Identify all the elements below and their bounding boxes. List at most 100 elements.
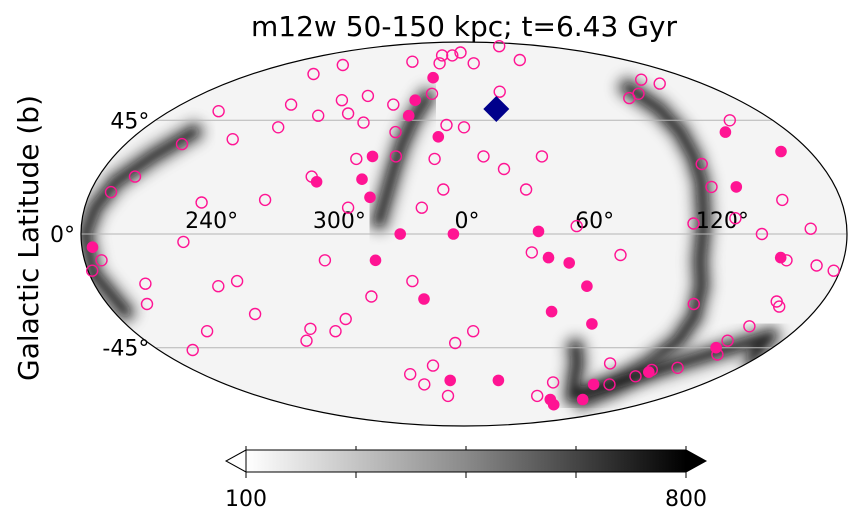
open-circle-marker [339, 312, 352, 326]
open-circle-marker [85, 264, 99, 277]
diamond-marker [483, 95, 510, 122]
open-circle-marker [357, 116, 370, 129]
open-circle-marker [497, 162, 511, 176]
filled-circle-marker [563, 257, 575, 269]
open-circle-marker [415, 201, 428, 214]
open-circle-marker [195, 196, 208, 209]
open-circle-marker [406, 55, 419, 68]
filled-circle-marker [581, 280, 593, 293]
open-circle-marker [755, 227, 769, 241]
filled-circle-marker [394, 228, 407, 240]
colorbar-extend-low [224, 449, 247, 473]
filled-circle-marker [444, 374, 457, 387]
open-circle-marker [729, 211, 742, 225]
stream-upper-middle-core [373, 92, 432, 227]
colorbar-bar [245, 449, 687, 473]
filled-circle-marker [402, 109, 415, 122]
graticule [81, 119, 847, 349]
lon-tick-label: 300° [313, 209, 366, 234]
open-circle-marker [525, 246, 538, 259]
lon-tick-label: 0° [455, 209, 480, 234]
open-circle-marker [425, 87, 439, 101]
filled-circle-marker [409, 94, 422, 106]
filled-circle-marker [576, 393, 589, 406]
filled-circle-marker [643, 366, 655, 378]
filled-circle-marker [427, 71, 439, 84]
colorbar-extend-high [685, 449, 708, 473]
open-circle-marker [307, 67, 320, 81]
lon-tick-label: 120° [696, 209, 749, 234]
latitude-tick-labels: 45° 0° -45° [50, 109, 149, 361]
open-circle-marker [804, 222, 817, 235]
filled-circle-marker [710, 341, 722, 354]
filled-circle-marker [432, 131, 445, 143]
open-circle-marker [426, 359, 440, 372]
lat-tick-label: 45° [110, 109, 149, 134]
filled-circle-marker [774, 251, 787, 264]
open-circle-marker [687, 217, 700, 230]
open-circle-marker [467, 325, 480, 338]
open-circle-marker [175, 137, 189, 151]
open-circle-marker [335, 93, 349, 107]
open-circle-marker [493, 40, 506, 53]
y-axis-label: Galactic Latitude (b) [12, 95, 45, 381]
open-circle-marker [406, 274, 419, 288]
open-circle-marker [258, 193, 272, 207]
open-circle-marker [389, 125, 402, 139]
open-circle-marker [671, 361, 684, 374]
open-circle-marker [329, 325, 342, 338]
filled-circle-marker [587, 378, 600, 391]
open-circle-marker [433, 57, 446, 70]
open-circle-marker [200, 325, 214, 338]
open-circle-marker [493, 85, 506, 98]
open-circle-marker [361, 89, 375, 103]
open-circle-marker [570, 219, 583, 233]
stream-right-core [81, 126, 199, 318]
lat-tick-label: 0° [50, 223, 75, 248]
open-circle-marker [440, 118, 453, 132]
colorbar-max-label: 800 [665, 487, 707, 512]
filled-circle-marker [369, 254, 382, 267]
map-boundary [80, 41, 848, 427]
open-circle-marker [810, 259, 823, 272]
open-circle-marker [653, 77, 666, 90]
filled-circle-marker [366, 150, 379, 163]
open-circle-marker [139, 277, 152, 290]
lat-tick-label: -45° [102, 337, 149, 362]
open-circle-marker [446, 49, 459, 62]
open-circle-marker [776, 193, 789, 207]
open-circle-marker [623, 91, 636, 105]
open-circle-marker [128, 170, 142, 183]
open-circle-marker [449, 336, 462, 350]
filled-circle-marker [730, 181, 743, 193]
open-circle-marker [437, 183, 450, 196]
open-circle-marker [365, 290, 378, 303]
open-circle-marker [318, 254, 332, 267]
open-circle-marker [477, 150, 490, 163]
data-points [85, 40, 840, 411]
open-circle-marker [546, 376, 560, 389]
open-circle-marker [743, 320, 756, 333]
open-circle-marker [457, 121, 471, 134]
open-circle-marker [272, 121, 285, 134]
open-circle-marker [177, 235, 190, 249]
open-circle-marker [603, 357, 617, 370]
colorbar-min-label: 100 [225, 487, 267, 512]
open-circle-marker [336, 58, 349, 72]
filled-circle-marker [492, 374, 505, 387]
open-circle-marker [467, 57, 480, 70]
open-circle-marker [435, 49, 449, 62]
filled-circle-marker [775, 145, 787, 158]
open-circle-marker [186, 343, 199, 357]
filled-circle-marker [310, 176, 323, 188]
open-circle-marker [827, 264, 840, 277]
open-circle-marker [248, 307, 262, 321]
open-circle-marker [454, 46, 467, 59]
open-circle-marker [614, 248, 627, 262]
open-circle-marker [387, 98, 400, 111]
open-circle-marker [705, 180, 718, 194]
open-circle-marker [635, 73, 648, 86]
open-circle-marker [104, 185, 118, 199]
open-circle-marker [212, 280, 225, 293]
